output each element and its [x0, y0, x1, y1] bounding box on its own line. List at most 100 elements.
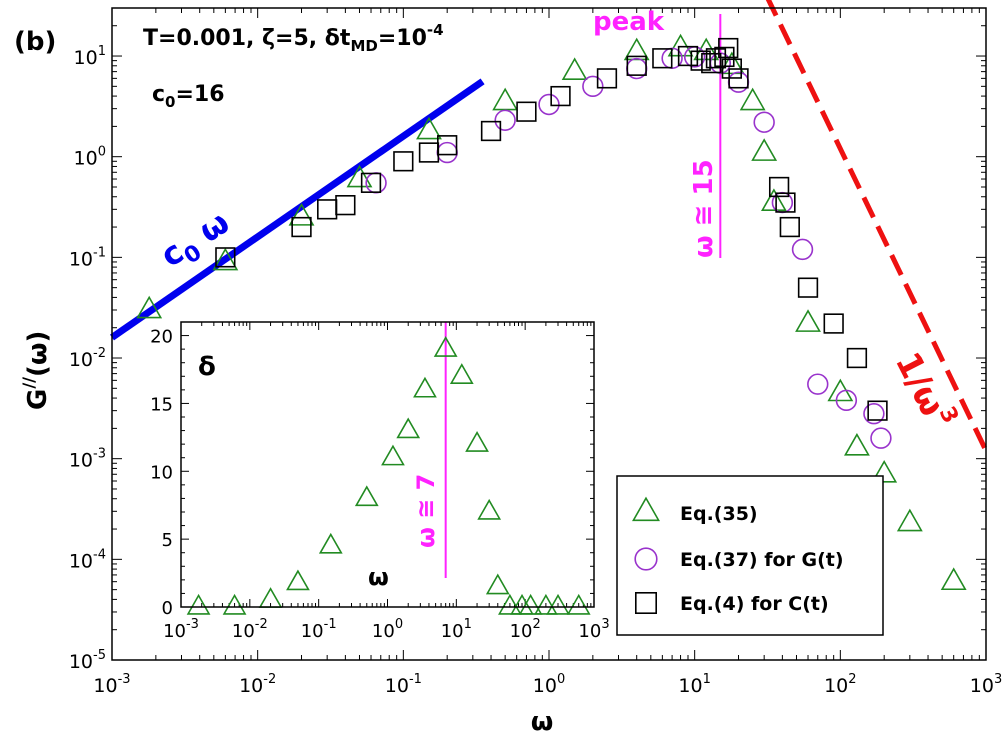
inset-data-point-triangle: [222, 593, 247, 615]
inset-data-point-triangle: [413, 376, 437, 398]
legend-markers: [632, 496, 660, 614]
data-point-square: [823, 313, 844, 334]
y-tick-label: 10-2: [69, 346, 106, 371]
data-point-triangle: [739, 87, 766, 111]
inset-omega-annotation: ω ≅ 7: [412, 474, 440, 548]
panel-label: (b): [14, 27, 56, 57]
peak-omega-annotation: ω ≅ 15: [689, 159, 719, 258]
data-point-circle: [753, 111, 775, 133]
inset-data-point-triangle: [449, 363, 474, 384]
inset-chart: 10-3 10-2 10-1 100 101 102 103 0 5 10 15 20 δ ω ω ≅…: [150, 321, 610, 642]
inset-x-tick-label: 10-3: [163, 617, 199, 642]
inset-data-point-triangle: [465, 431, 489, 452]
params-line1-eq: =10: [378, 26, 427, 51]
inset-data-point-triangle: [534, 593, 558, 615]
inset-y-tick-label: 10: [150, 462, 173, 483]
data-point-square: [335, 195, 356, 216]
inset-x-tick-label: 10-2: [232, 617, 268, 642]
data-point-square: [718, 37, 739, 59]
data-point-circle: [582, 75, 604, 98]
main-plot-frame: [111, 7, 987, 661]
x-tick-label: 10-1: [385, 672, 422, 697]
x-tick-label: 10-3: [93, 672, 130, 697]
data-point-triangle: [751, 138, 778, 161]
data-point-circle: [863, 402, 885, 425]
data-point-square: [846, 347, 868, 369]
x-tick-label: 100: [533, 672, 565, 697]
data-point-triangle: [896, 508, 923, 532]
inset-y-tick-label: 20: [150, 327, 173, 348]
data-point-triangle: [492, 87, 519, 111]
y-axis-label-base: G: [23, 389, 53, 410]
legend-entry-eq37: Eq.(37) for G(t): [680, 549, 844, 571]
legend-entry-eq4: Eq.(4) for C(t): [680, 593, 829, 615]
inset-y-tick-label: 0: [162, 598, 173, 619]
data-point-square: [701, 52, 722, 74]
params-line1: T=0.001, ζ=5, δtMD=10-4: [143, 21, 444, 55]
data-point-triangle: [561, 57, 588, 81]
y-tick-label: 10-5: [69, 648, 106, 673]
inset-data-point-triangle: [566, 593, 591, 615]
data-point-square: [797, 277, 819, 298]
data-point-triangle: [760, 188, 787, 211]
data-point-square: [728, 68, 749, 89]
params-line1-main: T=0.001, ζ=5, δt: [143, 26, 351, 51]
inset-data-point-triangle: [546, 593, 570, 615]
params-c0-base: c: [152, 82, 165, 107]
inset-y-tick-label: 15: [150, 394, 173, 415]
x-tick-label: 10-2: [239, 672, 276, 697]
legend-entry-eq35: Eq.(35): [680, 503, 758, 525]
inset-data-point-triangle: [433, 336, 458, 357]
inset-x-tick-label: 101: [441, 617, 472, 642]
inset-data-point-triangle: [286, 569, 310, 591]
data-point-square: [677, 45, 699, 67]
legend-marker-triangle: [632, 496, 660, 522]
data-point-square: [768, 176, 790, 198]
data-point-circle: [807, 373, 829, 395]
legend-marker-square: [634, 591, 657, 614]
inset-plot-frame: [180, 321, 595, 608]
data-point-triangle: [288, 203, 315, 226]
main-axis-ticks: 10-3 10-2 10-1 100 101 102 10310-510-410-310-2…: [69, 7, 1002, 697]
data-point-square: [480, 120, 502, 142]
inset-data-point-triangle: [354, 485, 379, 507]
inset-x-tick-label: 103: [578, 617, 609, 642]
inset-data-point-triangle: [518, 593, 543, 615]
y-tick-label: 101: [74, 44, 106, 69]
data-point-square: [215, 247, 236, 268]
data-point-triangle: [844, 432, 870, 456]
y-axis-label: G//(ω): [19, 331, 53, 410]
data-point-square: [705, 48, 727, 69]
params-c0-sub: 0: [165, 93, 175, 111]
x-tick-label: 101: [678, 672, 710, 697]
data-point-square: [652, 48, 673, 69]
inset-x-label: ω: [368, 563, 389, 591]
inset-y-tick-label: 5: [162, 530, 173, 551]
inset-data-point-triangle: [381, 444, 405, 466]
legend-marker-circle: [634, 547, 658, 571]
data-point-square: [867, 400, 888, 421]
peak-label: peak: [593, 7, 665, 37]
params-line1-sup: -4: [427, 21, 444, 39]
inset-x-tick-label: 100: [372, 617, 403, 642]
data-point-square: [626, 55, 647, 76]
params-line1-sub: MD: [350, 37, 377, 55]
inset-data-point-triangle: [396, 417, 421, 439]
data-point-triangle: [940, 567, 967, 591]
data-point-triangle: [795, 309, 821, 332]
y-tick-label: 10-1: [69, 245, 106, 270]
data-point-circle: [791, 238, 814, 261]
inset-data-point-triangle: [498, 593, 522, 615]
data-point-triangle: [212, 247, 239, 271]
y-axis-label-sup: //: [19, 377, 38, 389]
params-c0: c0=16: [152, 82, 225, 111]
inset-data-points: [186, 336, 591, 615]
data-point-circle: [538, 93, 560, 116]
x-axis-label: ω: [531, 707, 554, 735]
y-tick-label: 100: [74, 145, 106, 170]
data-point-circle: [494, 109, 516, 131]
data-point-square: [360, 172, 382, 193]
data-point-square: [779, 216, 800, 238]
data-point-triangle: [667, 33, 694, 57]
